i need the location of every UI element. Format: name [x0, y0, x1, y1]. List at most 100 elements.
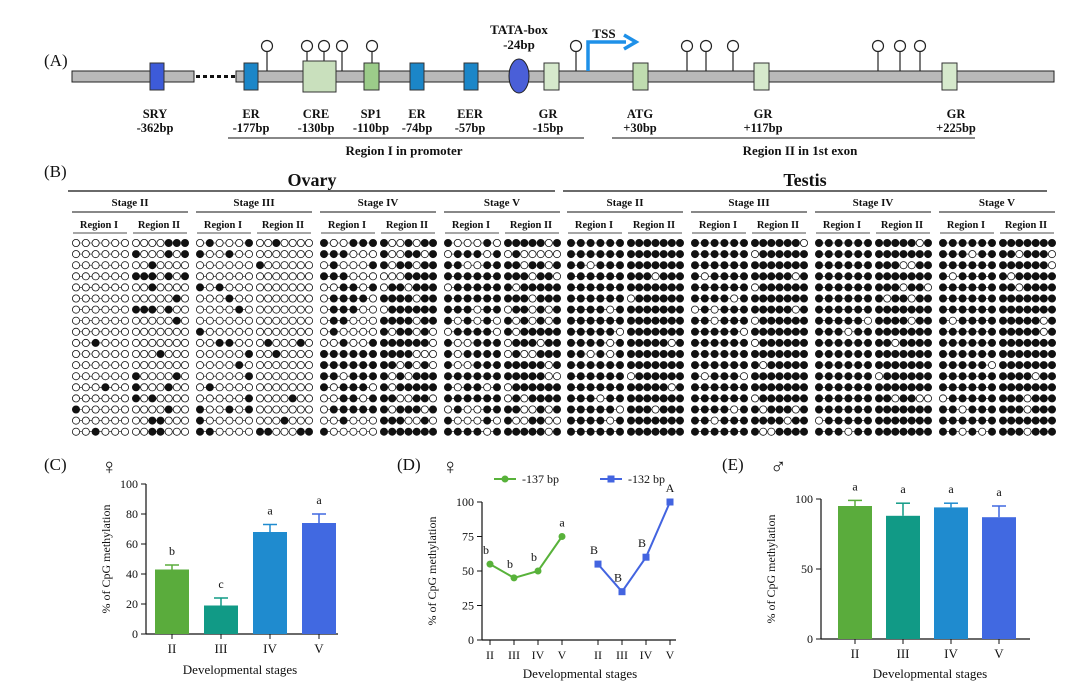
methylated-cpg — [453, 261, 462, 270]
methylated-cpg — [164, 238, 173, 247]
unmethylated-cpg — [483, 250, 492, 259]
unmethylated-cpg — [264, 250, 273, 259]
methylated-cpg — [576, 416, 585, 425]
methylated-cpg — [844, 261, 853, 270]
methylated-cpg — [586, 283, 595, 292]
unmethylated-cpg — [81, 272, 90, 281]
unmethylated-cpg — [235, 383, 244, 392]
methylated-cpg — [854, 361, 863, 370]
methylated-cpg — [899, 327, 908, 336]
legend-label: -137 bp — [522, 472, 559, 486]
methylated-cpg — [492, 405, 501, 414]
unmethylated-cpg — [359, 250, 368, 259]
methylated-cpg — [635, 416, 644, 425]
methylated-cpg — [463, 283, 472, 292]
methylated-cpg — [512, 394, 521, 403]
methylated-cpg — [627, 261, 636, 270]
methylated-cpg — [463, 316, 472, 325]
unmethylated-cpg — [156, 327, 165, 336]
methylated-cpg — [864, 361, 873, 370]
methylated-cpg — [164, 272, 173, 281]
methylated-cpg — [740, 272, 749, 281]
methylated-cpg — [215, 338, 224, 347]
methylated-cpg — [740, 394, 749, 403]
methylated-cpg — [396, 383, 405, 392]
methylated-cpg — [1015, 372, 1024, 381]
unmethylated-cpg — [586, 349, 595, 358]
methylated-cpg — [775, 294, 784, 303]
methylated-cpg — [404, 305, 413, 314]
methylated-cpg — [627, 238, 636, 247]
unmethylated-cpg — [420, 250, 429, 259]
methylated-cpg — [428, 261, 437, 270]
methylated-cpg — [730, 427, 739, 436]
methylated-cpg — [791, 327, 800, 336]
methylated-cpg — [834, 394, 843, 403]
methylated-cpg — [596, 427, 605, 436]
methylated-cpg — [473, 372, 482, 381]
methylated-cpg — [635, 272, 644, 281]
methylated-cpg — [700, 327, 709, 336]
methylated-cpg — [359, 372, 368, 381]
methylated-cpg — [875, 261, 884, 270]
unmethylated-cpg — [368, 250, 377, 259]
unmethylated-cpg — [264, 372, 273, 381]
methylated-cpg — [740, 427, 749, 436]
x-axis-title: Developmental stages — [523, 666, 637, 681]
unmethylated-cpg — [473, 316, 482, 325]
x-tick-label: IV — [944, 646, 958, 661]
unmethylated-cpg — [264, 405, 273, 414]
methylated-cpg — [891, 283, 900, 292]
methylated-cpg — [824, 372, 833, 381]
methylated-cpg — [616, 316, 625, 325]
unmethylated-cpg — [503, 349, 512, 358]
tata-box-position: -24bp — [503, 37, 535, 52]
unmethylated-cpg — [288, 238, 297, 247]
unmethylated-cpg — [172, 349, 181, 358]
methylated-cpg — [443, 338, 452, 347]
unmethylated-cpg — [288, 272, 297, 281]
unmethylated-cpg — [404, 372, 413, 381]
methylated-cpg — [730, 238, 739, 247]
unmethylated-cpg — [81, 250, 90, 259]
methylated-cpg — [1048, 305, 1057, 314]
unmethylated-cpg — [111, 294, 120, 303]
unmethylated-cpg — [272, 372, 281, 381]
methylated-cpg — [544, 272, 553, 281]
methylated-cpg — [875, 294, 884, 303]
methylated-cpg — [899, 405, 908, 414]
methylated-cpg — [978, 405, 987, 414]
unmethylated-cpg — [255, 405, 264, 414]
methylated-cpg — [968, 383, 977, 392]
y-axis-title: % of CpG methylation — [764, 515, 778, 624]
methylated-cpg — [225, 294, 234, 303]
methylated-cpg — [883, 383, 892, 392]
unmethylated-cpg — [195, 305, 204, 314]
unmethylated-cpg — [156, 250, 165, 259]
methylated-cpg — [244, 394, 253, 403]
methylated-cpg — [643, 349, 652, 358]
methylated-cpg — [536, 238, 545, 247]
methylated-cpg — [1015, 383, 1024, 392]
methylated-cpg — [891, 327, 900, 336]
significance-letter: b — [483, 543, 489, 557]
unmethylated-cpg — [235, 261, 244, 270]
methylated-cpg — [404, 238, 413, 247]
methylated-cpg — [195, 327, 204, 336]
methylated-cpg — [710, 283, 719, 292]
methylated-cpg — [368, 361, 377, 370]
unmethylated-cpg — [180, 261, 189, 270]
methylated-cpg — [978, 305, 987, 314]
methylated-cpg — [854, 383, 863, 392]
unmethylated-cpg — [428, 416, 437, 425]
methylated-cpg — [319, 250, 328, 259]
methylated-cpg — [463, 372, 472, 381]
methylated-cpg — [359, 238, 368, 247]
unmethylated-cpg — [463, 361, 472, 370]
unmethylated-cpg — [388, 238, 397, 247]
methylated-cpg — [730, 250, 739, 259]
methylated-cpg — [791, 338, 800, 347]
methylated-cpg — [428, 372, 437, 381]
methylated-cpg — [651, 372, 660, 381]
